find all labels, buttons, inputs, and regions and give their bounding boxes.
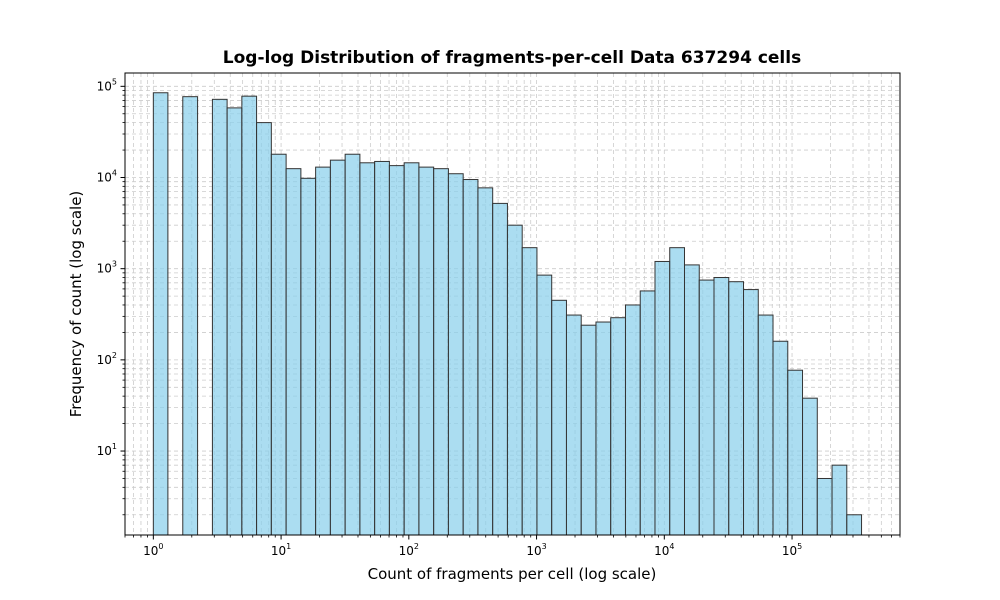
- x-tick-label: 104: [654, 542, 674, 558]
- histogram-bar: [256, 122, 272, 536]
- histogram-bar: [713, 277, 730, 536]
- y-tick-label: 101: [97, 442, 117, 458]
- x-tick-label: 105: [782, 542, 802, 558]
- histogram-bar: [728, 281, 745, 536]
- plot-frame: [124, 72, 901, 536]
- histogram-bar: [757, 314, 774, 536]
- histogram-bar: [388, 165, 405, 536]
- histogram-bar: [462, 179, 479, 536]
- chart-title: Log-log Distribution of fragments-per-ce…: [223, 48, 801, 68]
- histogram-bar: [403, 162, 420, 536]
- histogram-bar: [787, 369, 804, 536]
- histogram-bar: [521, 247, 538, 536]
- histogram-bar: [152, 92, 169, 536]
- histogram-bar: [802, 397, 818, 536]
- histogram-bar: [418, 166, 435, 536]
- histogram-bar: [580, 324, 597, 536]
- histogram-bar: [536, 274, 553, 536]
- histogram-bar: [683, 264, 700, 536]
- y-tick-label: 103: [97, 260, 117, 276]
- histogram-bar: [329, 159, 346, 536]
- histogram-bar: [610, 317, 626, 536]
- histogram-bar: [226, 107, 243, 536]
- y-tick-label: 102: [97, 351, 117, 367]
- histogram-bar: [743, 289, 759, 536]
- x-tick-label: 100: [143, 542, 163, 558]
- histogram-bar: [211, 98, 228, 536]
- histogram-bar: [506, 224, 523, 536]
- histogram-bar: [374, 160, 390, 536]
- histogram-bar: [831, 464, 848, 536]
- histogram-bar: [624, 304, 641, 536]
- y-axis-label: Frequency of count (log scale): [67, 191, 85, 418]
- histogram-bar: [241, 95, 258, 536]
- ticks-layer: 100 101 102 103 104 105 101 102 103 104 105: [97, 77, 901, 558]
- histogram-bar: [300, 177, 317, 536]
- histogram-bar: [654, 260, 671, 536]
- x-tick-label: 103: [526, 542, 546, 558]
- histogram-bar: [846, 514, 863, 536]
- y-tick-label: 104: [97, 169, 117, 185]
- histogram-bar: [772, 340, 789, 536]
- histogram-bar: [477, 187, 494, 536]
- histogram-bar: [270, 153, 287, 536]
- x-tick-label: 101: [271, 542, 291, 558]
- histogram-bar: [315, 166, 331, 536]
- histogram-bar: [359, 162, 376, 536]
- histogram-bar: [492, 202, 508, 536]
- x-axis-label: Count of fragments per cell (log scale): [368, 565, 657, 583]
- histogram-bar: [285, 168, 302, 536]
- histogram-bar: [551, 299, 567, 536]
- x-tick-label: 102: [399, 542, 419, 558]
- histogram-bar: [639, 290, 656, 536]
- histogram-bar: [816, 477, 833, 536]
- y-tick-label: 105: [97, 77, 117, 93]
- histogram-bar: [595, 321, 612, 536]
- histogram-bar: [669, 247, 685, 536]
- histogram-bar: [182, 96, 199, 536]
- histogram-bar: [565, 314, 582, 536]
- histogram-bar: [698, 279, 715, 536]
- histogram-bar: [344, 153, 361, 536]
- histogram-bar: [447, 173, 464, 536]
- bars-layer: [152, 92, 863, 536]
- histogram-bar: [433, 168, 449, 536]
